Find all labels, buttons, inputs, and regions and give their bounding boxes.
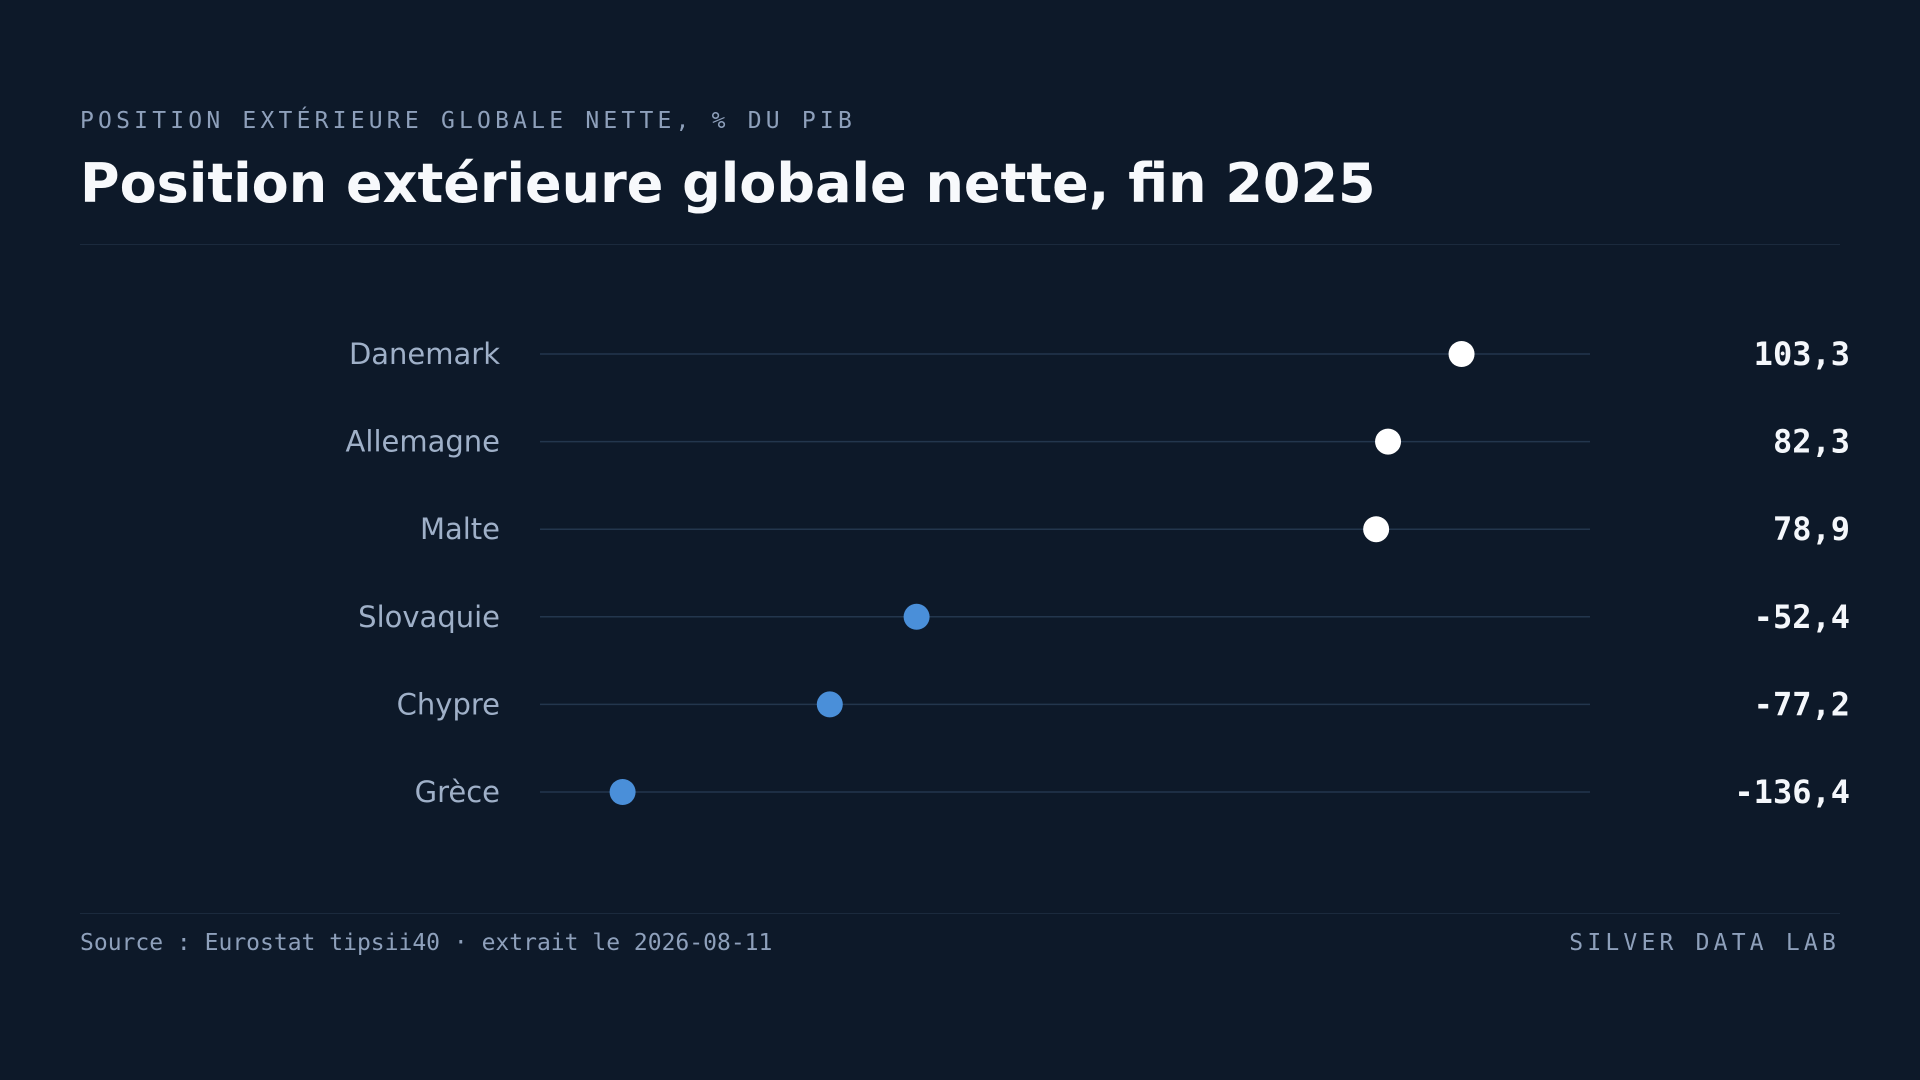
chart-title: Position extérieure globale nette, fin 2… [80,152,1376,215]
value-label: 78,9 [1773,510,1850,548]
country-label: Malte [420,512,500,546]
footer-divider [80,913,1840,914]
value-label: -136,4 [1734,773,1850,811]
data-point [1448,341,1475,367]
value-label: -52,4 [1754,598,1850,636]
value-label: -77,2 [1754,685,1850,723]
header-divider [80,244,1840,245]
value-label: 82,3 [1773,423,1850,461]
source-note: Source : Eurostat tipsii40 · extrait le … [80,930,773,956]
data-point [816,691,843,718]
chart-eyebrow: POSITION EXTÉRIEURE GLOBALE NETTE, % DU … [80,108,857,134]
country-label: Chypre [397,687,500,721]
country-label: Grèce [415,775,500,809]
country-label: Allemagne [346,425,500,459]
brand-label: SILVER DATA LAB [1569,930,1840,956]
data-point [903,603,930,630]
data-point [1363,516,1390,543]
value-label: 103,3 [1754,335,1850,373]
data-point [609,779,636,805]
data-point [1375,428,1402,455]
country-label: Danemark [349,337,500,371]
country-label: Slovaquie [358,600,500,634]
